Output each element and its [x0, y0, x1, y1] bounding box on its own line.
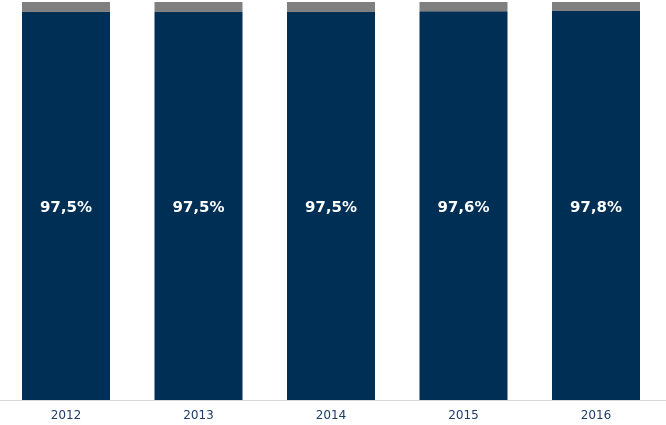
bar-segment-2016-1 [552, 2, 640, 11]
data-label-2014: 97,5% [305, 198, 357, 216]
x-tick-label-2012: 2012 [51, 408, 82, 422]
data-label-2016: 97,8% [570, 198, 622, 216]
x-tick-label-2014: 2014 [316, 408, 347, 422]
data-label-2013: 97,5% [172, 198, 224, 216]
bar-segment-2014-1 [287, 2, 375, 12]
x-tick-label-2013: 2013 [183, 408, 214, 422]
bar-segment-2014-0 [287, 11, 375, 400]
x-tick-label-2016: 2016 [581, 408, 612, 422]
bar-segment-2012-1 [22, 2, 110, 12]
bar-segment-2013-1 [154, 2, 243, 12]
data-label-2012: 97,5% [40, 198, 92, 216]
bar-segment-2013-0 [154, 11, 243, 400]
bar-segment-2015-1 [419, 2, 508, 12]
x-tick-label-2015: 2015 [448, 408, 479, 422]
x-tick-labels-group: 2012 2013 2014 2015 2016 [51, 408, 612, 422]
bars-group [22, 2, 640, 401]
data-label-2015: 97,6% [437, 198, 489, 216]
bar-segment-2016-0 [552, 10, 640, 400]
data-labels-group: 97,5% 97,5% 97,5% 97,6% 97,8% [40, 198, 622, 216]
bar-segment-2012-0 [22, 11, 110, 400]
bar-segment-2015-0 [419, 11, 508, 401]
